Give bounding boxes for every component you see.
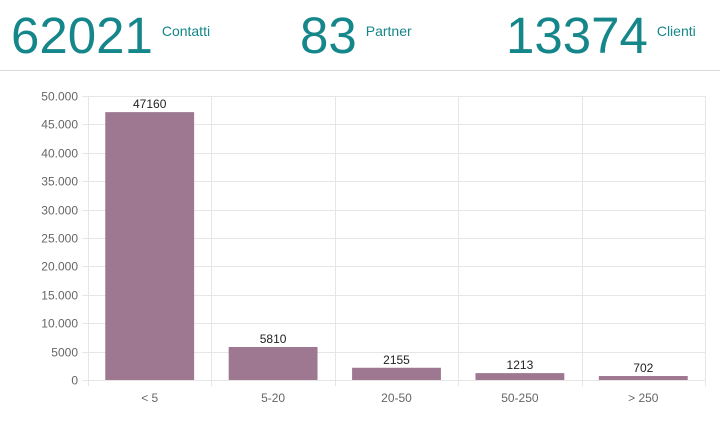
y-tick-label: 20.000 <box>41 260 78 274</box>
y-tick-label: 45.000 <box>41 118 78 132</box>
data-label: 702 <box>633 361 653 375</box>
kpi-partner: 83 Partner <box>300 6 412 66</box>
kpi-summary-bar: 62021 Contatti 83 Partner 13374 Clienti <box>0 0 720 71</box>
kpi-label: Contatti <box>161 23 211 39</box>
data-label: 2155 <box>383 353 410 367</box>
data-label: 5810 <box>260 332 287 346</box>
kpi-label: Partner <box>365 23 412 39</box>
kpi-clienti: 13374 Clienti <box>506 6 696 66</box>
kpi-value: 13374 <box>506 7 648 64</box>
x-tick-label: 5-20 <box>261 391 285 405</box>
data-label: 1213 <box>507 358 534 372</box>
bar <box>352 367 441 380</box>
kpi-label: Clienti <box>656 23 696 39</box>
x-tick-label: < 5 <box>141 391 158 405</box>
x-tick-label: 20-50 <box>381 391 412 405</box>
y-tick-label: 15.000 <box>41 289 78 303</box>
y-tick-label: 30.000 <box>41 204 78 218</box>
y-tick-label: 0 <box>71 374 78 388</box>
bar <box>228 346 318 380</box>
bar <box>475 373 565 380</box>
kpi-value: 83 <box>300 7 357 64</box>
y-tick-label: 50.000 <box>41 90 78 104</box>
y-tick-label: 5000 <box>51 346 78 360</box>
data-label: 47160 <box>133 97 167 111</box>
y-tick-label: 35.000 <box>41 175 78 189</box>
y-tick-label: 40.000 <box>41 147 78 161</box>
kpi-contatti: 62021 Contatti <box>11 6 210 66</box>
kpi-value: 62021 <box>11 7 153 64</box>
bar <box>598 376 688 380</box>
y-tick-label: 25.000 <box>41 232 78 246</box>
bar <box>105 112 195 381</box>
y-tick-label: 10.000 <box>41 317 78 331</box>
x-tick-label: 50-250 <box>501 391 539 405</box>
x-tick-label: > 250 <box>628 391 659 405</box>
